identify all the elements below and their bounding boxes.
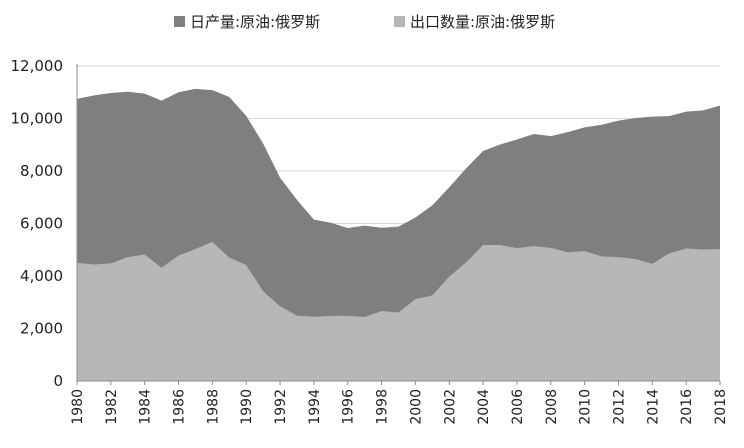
x-tick-label: 2002	[442, 389, 458, 425]
x-tick-label: 1980	[70, 389, 86, 425]
x-tick-label: 2006	[510, 389, 526, 425]
x-tick-label: 2014	[645, 389, 661, 425]
y-tick-label: 0	[53, 372, 63, 390]
legend-label-production: 日产量:原油:俄罗斯	[190, 13, 320, 31]
x-tick-label: 1996	[341, 389, 357, 425]
x-tick-label: 2018	[713, 389, 729, 425]
y-tick-label: 12,000	[11, 57, 64, 75]
x-tick-label: 1988	[205, 389, 221, 425]
x-tick-label: 2012	[611, 389, 627, 425]
x-tick-label: 2016	[679, 389, 695, 425]
legend-swatch-export	[394, 16, 405, 27]
area-series-export	[77, 241, 720, 381]
y-tick-label: 4,000	[20, 267, 63, 285]
y-tick-label: 10,000	[11, 110, 64, 128]
y-axis-tick-labels: 0 2,000 4,000 6,000 8,000 10,000 12,000	[11, 57, 64, 390]
axes	[76, 64, 721, 385]
x-tick-label: 2008	[544, 389, 560, 425]
x-tick-label: 2004	[476, 389, 492, 425]
x-tick-label: 2000	[408, 389, 424, 425]
x-tick-label: 1984	[138, 389, 154, 425]
x-tick-label: 1986	[172, 389, 188, 425]
x-tick-label: 1992	[273, 389, 289, 425]
y-tick-label: 6,000	[20, 215, 63, 233]
legend-label-export: 出口数量:原油:俄罗斯	[410, 13, 555, 31]
x-tick-label: 1990	[239, 389, 255, 425]
x-tick-label: 1998	[375, 389, 391, 425]
x-tick-label: 1994	[307, 389, 323, 425]
x-axis-tick-labels: 1980 1982 1984 1986 1988 1990 1992 1994 1996 1998…	[70, 389, 729, 425]
y-tick-label: 2,000	[20, 320, 63, 338]
legend-swatch-production	[174, 16, 185, 27]
x-tick-label: 1982	[104, 389, 120, 425]
plot-areas	[77, 88, 720, 382]
x-tick-label: 2010	[578, 389, 594, 425]
legend: 日产量:原油:俄罗斯 出口数量:原油:俄罗斯	[174, 13, 555, 31]
y-tick-label: 8,000	[20, 162, 63, 180]
